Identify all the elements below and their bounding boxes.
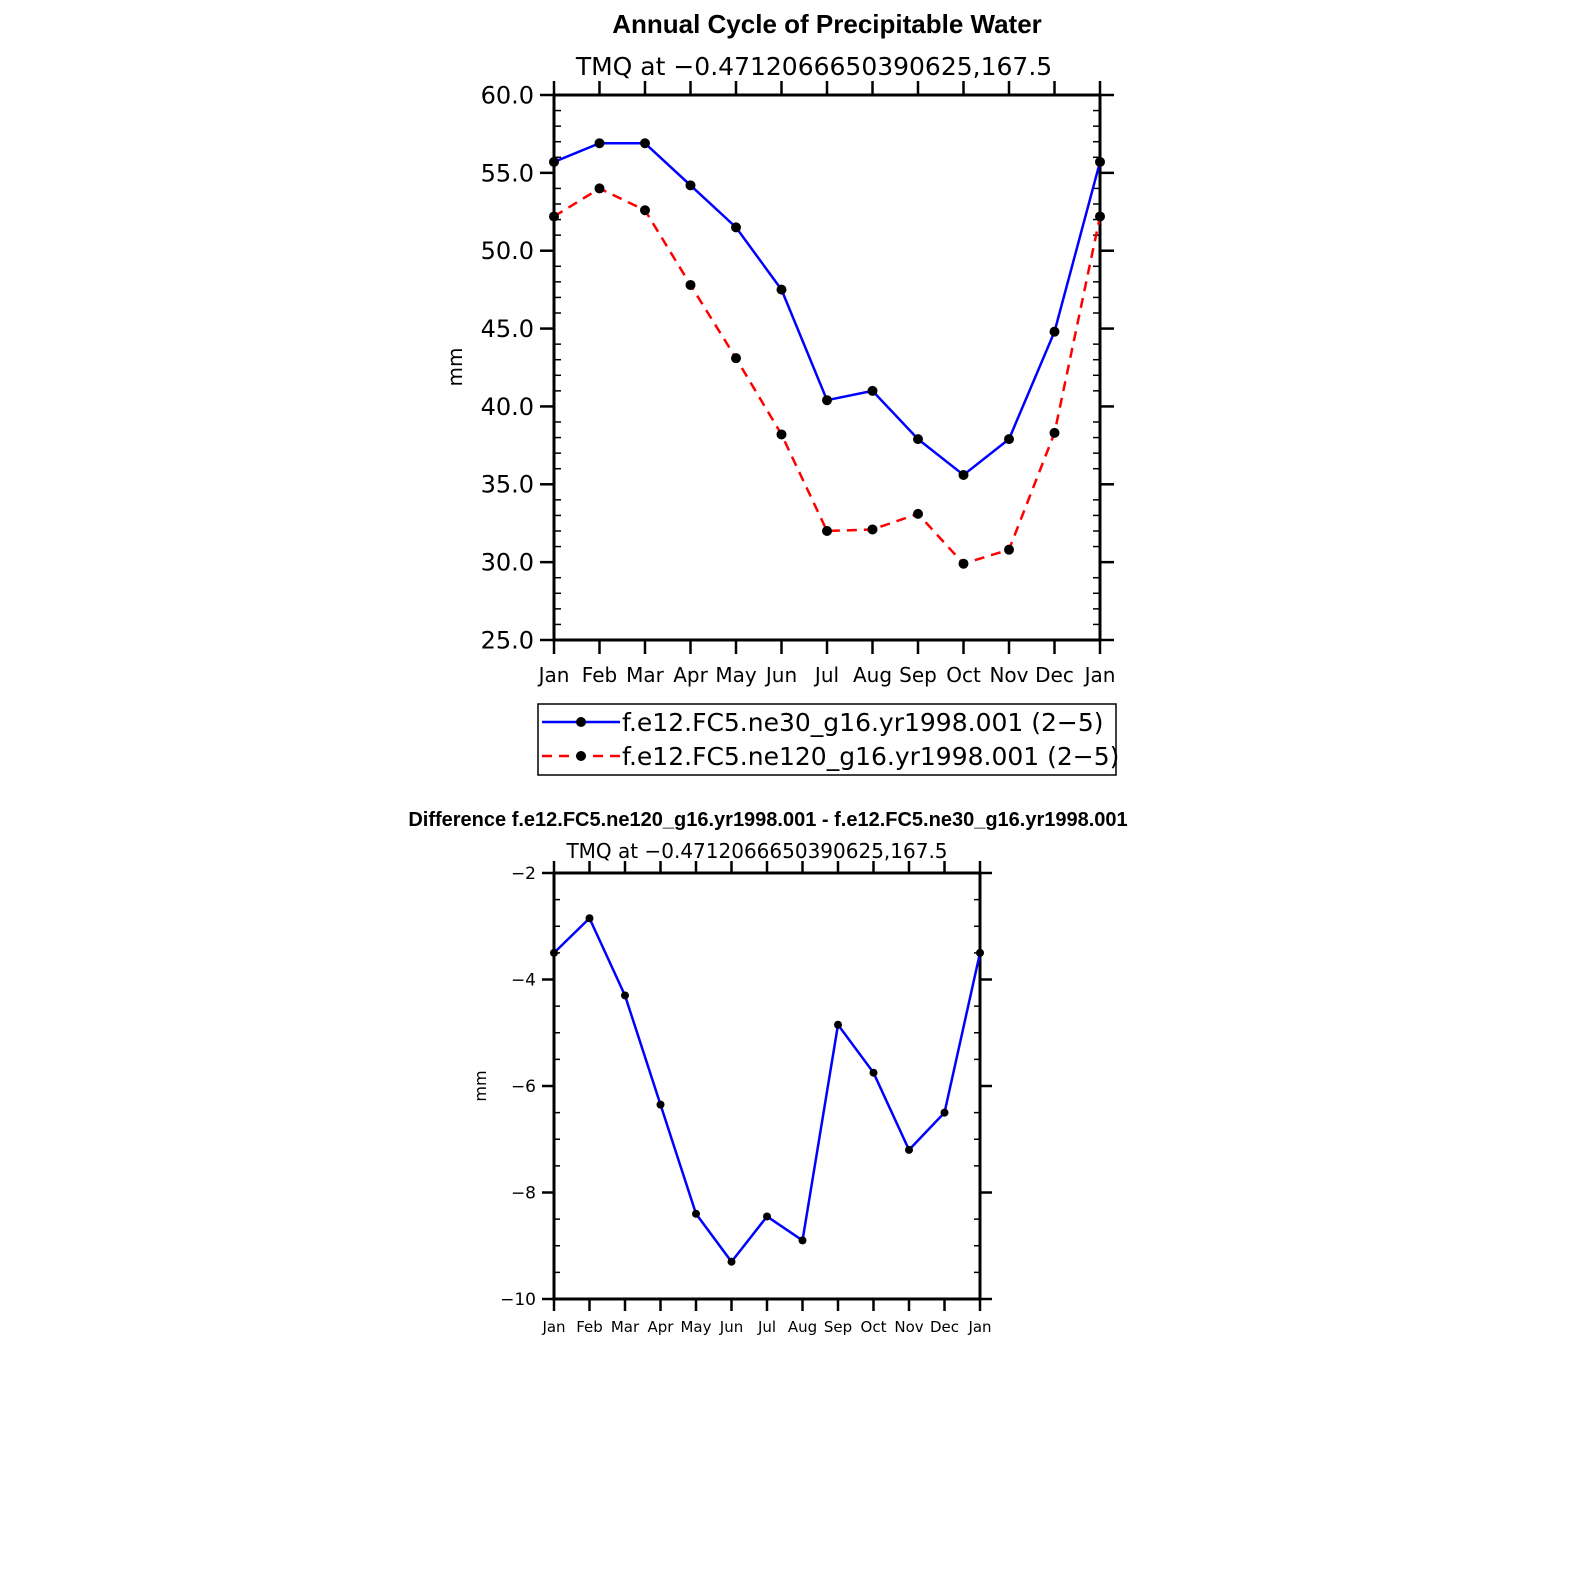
x-tick-label: Aug bbox=[788, 1318, 817, 1336]
series-line-0 bbox=[553, 917, 982, 1263]
plot-frame bbox=[552, 871, 982, 1301]
x-tick-label: Dec bbox=[1035, 663, 1074, 687]
chart1-title: Annual Cycle of Precipitable Water bbox=[612, 9, 1042, 39]
x-tick-label: Feb bbox=[576, 1318, 603, 1336]
data-point bbox=[958, 469, 969, 480]
y-tick-label: 35.0 bbox=[481, 471, 534, 499]
data-point bbox=[913, 434, 923, 445]
data-point bbox=[913, 508, 923, 519]
y-tick-label: 50.0 bbox=[481, 237, 534, 265]
x-tick-label: Jan bbox=[537, 663, 570, 687]
x-tick-label: May bbox=[680, 1318, 711, 1336]
data-point bbox=[727, 1257, 736, 1266]
legend-marker-ne30 bbox=[576, 717, 586, 727]
data-point bbox=[1004, 434, 1014, 445]
data-point bbox=[549, 156, 559, 167]
x-tick-label: Jan bbox=[967, 1318, 991, 1336]
data-point bbox=[1095, 156, 1105, 167]
plot-frame bbox=[552, 93, 1102, 642]
x-tick-label: Jan bbox=[541, 1318, 565, 1336]
y-tick-label: 55.0 bbox=[481, 159, 534, 187]
x-tick-label: Oct bbox=[861, 1318, 887, 1336]
data-point bbox=[1095, 211, 1105, 222]
data-point bbox=[640, 138, 650, 149]
data-point bbox=[940, 1108, 949, 1117]
data-point bbox=[1049, 326, 1060, 337]
x-tick-label: Mar bbox=[611, 1318, 640, 1336]
y-tick-label: 60.0 bbox=[481, 81, 534, 109]
data-point bbox=[1049, 427, 1060, 438]
data-point bbox=[798, 1236, 807, 1245]
y-tick-label: −4 bbox=[511, 970, 536, 990]
legend-label-ne30: f.e12.FC5.ne30_g16.yr1998.001 (2−5) bbox=[622, 708, 1104, 737]
data-point bbox=[867, 524, 878, 535]
x-tick-label: Aug bbox=[853, 663, 892, 687]
x-tick-label: Mar bbox=[626, 663, 665, 687]
data-point bbox=[731, 222, 741, 233]
y-tick-label: −10 bbox=[500, 1290, 536, 1310]
y-tick-label: 40.0 bbox=[481, 393, 534, 421]
legend-label-ne120: f.e12.FC5.ne120_g16.yr1998.001 (2−5) bbox=[622, 742, 1119, 771]
chart2-ylabel: mm bbox=[471, 1070, 490, 1101]
data-point bbox=[867, 385, 878, 396]
x-tick-label: Jul bbox=[757, 1318, 776, 1336]
data-point bbox=[958, 558, 969, 569]
data-point bbox=[594, 138, 605, 149]
chart1-plot-area: Jan Feb Mar Apr May Jun Jul Aug Sep Oct Nov Dec Jan2… bbox=[481, 81, 1116, 687]
data-point bbox=[776, 429, 787, 440]
data-point bbox=[640, 205, 650, 216]
data-point bbox=[822, 395, 832, 406]
x-tick-label: Apr bbox=[673, 663, 708, 687]
x-tick-label: Jan bbox=[1083, 663, 1116, 687]
data-point bbox=[621, 991, 629, 1000]
data-point bbox=[763, 1212, 771, 1221]
chart2-subtitle: TMQ at −0.4712066650390625,167.5 bbox=[565, 839, 947, 863]
x-tick-label: Jul bbox=[813, 663, 839, 687]
y-tick-label: −8 bbox=[511, 1183, 536, 1203]
chart2-title: Difference f.e12.FC5.ne120_g16.yr1998.00… bbox=[408, 809, 1127, 831]
x-tick-label: Jun bbox=[719, 1318, 743, 1336]
y-tick-label: 25.0 bbox=[481, 626, 534, 654]
x-tick-label: Oct bbox=[946, 663, 981, 687]
x-tick-label: Sep bbox=[899, 663, 937, 687]
data-point bbox=[550, 948, 558, 957]
y-tick-label: 45.0 bbox=[481, 315, 534, 343]
data-point bbox=[731, 353, 741, 364]
series-line-1 bbox=[553, 187, 1102, 565]
x-tick-label: Apr bbox=[648, 1318, 675, 1336]
data-point bbox=[656, 1100, 665, 1109]
data-point bbox=[585, 914, 594, 923]
data-point bbox=[822, 526, 832, 536]
data-point bbox=[976, 948, 984, 957]
data-point bbox=[685, 279, 696, 290]
y-tick-label: −2 bbox=[511, 864, 536, 884]
x-tick-label: Dec bbox=[930, 1318, 959, 1336]
x-tick-label: Sep bbox=[824, 1318, 852, 1336]
x-tick-label: May bbox=[715, 663, 757, 687]
data-point bbox=[869, 1068, 878, 1077]
data-point bbox=[594, 183, 605, 194]
x-tick-label: Feb bbox=[582, 663, 617, 687]
x-tick-label: Jun bbox=[764, 663, 797, 687]
legend-box bbox=[537, 703, 1117, 776]
x-tick-label: Nov bbox=[989, 663, 1028, 687]
data-point bbox=[692, 1209, 700, 1218]
x-tick-label: Nov bbox=[894, 1318, 923, 1336]
y-tick-label: 30.0 bbox=[481, 549, 534, 577]
legend-marker-ne120 bbox=[576, 751, 586, 761]
chart2-plot-area: Jan Feb Mar Apr May Jun Jul Aug Sep Oct Nov Dec Jan−… bbox=[500, 861, 992, 1336]
data-point bbox=[685, 180, 696, 191]
data-point bbox=[549, 211, 559, 222]
data-point bbox=[834, 1020, 842, 1029]
chart1-subtitle: TMQ at −0.4712066650390625,167.5 bbox=[575, 52, 1052, 81]
chart1-legend: f.e12.FC5.ne30_g16.yr1998.001 (2−5) f.e1… bbox=[537, 703, 1119, 776]
series-line-0 bbox=[553, 142, 1102, 477]
data-point bbox=[776, 284, 787, 295]
chart1-ylabel: mm bbox=[443, 348, 467, 387]
y-tick-label: −6 bbox=[511, 1077, 536, 1097]
data-point bbox=[905, 1145, 913, 1154]
data-point bbox=[1004, 544, 1014, 555]
